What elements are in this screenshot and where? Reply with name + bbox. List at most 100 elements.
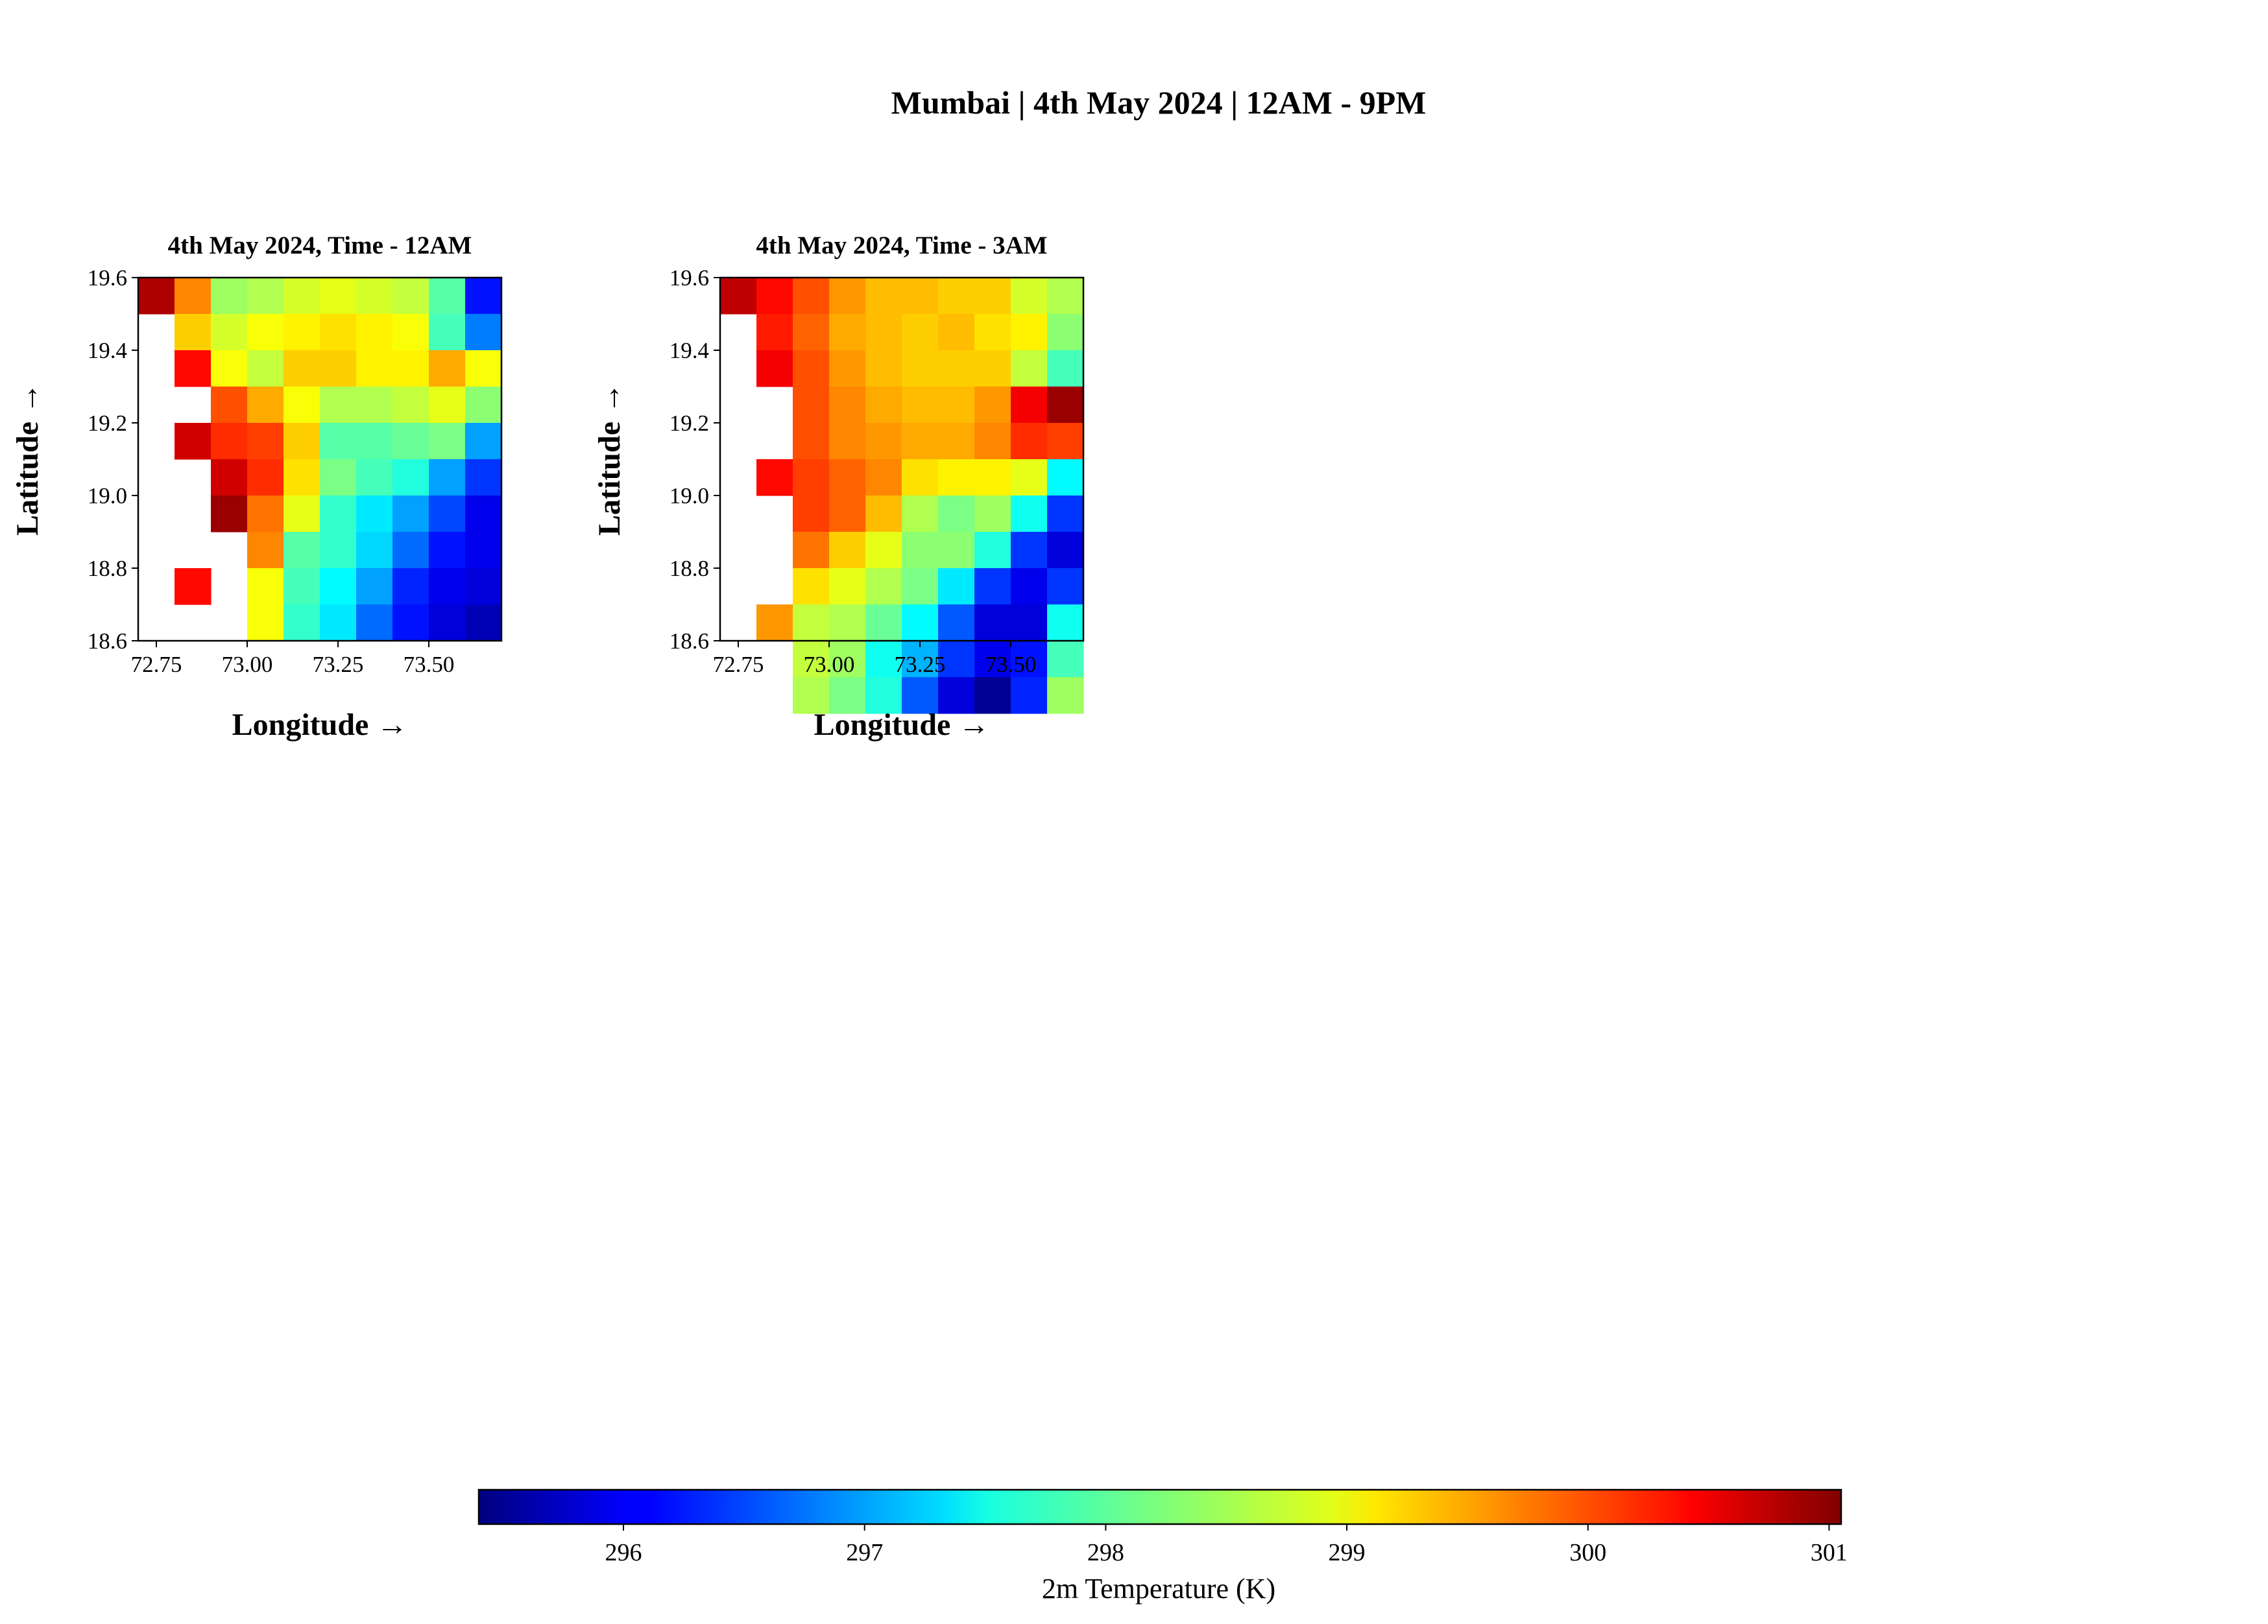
x-tick-label: 73.25 (895, 652, 946, 677)
heatmap-cell (974, 387, 1011, 424)
heatmap-cell (1047, 568, 1084, 605)
heatmap-cell (902, 496, 939, 532)
y-tick-label: 19.6 (670, 265, 709, 291)
heatmap-cell (938, 278, 975, 315)
heatmap-cell (793, 459, 830, 496)
heatmap-cell (974, 677, 1011, 714)
heatmap-cell (465, 350, 502, 387)
heatmap-cell (902, 278, 939, 315)
heatmap-cell (829, 278, 866, 315)
heatmap-cell (793, 350, 830, 387)
heatmap-cell (392, 278, 429, 315)
heatmap-cell (756, 278, 793, 315)
heatmap-cell (793, 604, 830, 641)
panel-title: 4th May 2024, Time - 12AM (168, 232, 472, 259)
heatmap-cell (974, 641, 1011, 678)
y-tick-label: 19.2 (88, 411, 127, 436)
heatmap-cell (211, 387, 248, 424)
heatmap-cell (938, 532, 975, 569)
heatmap-cell (392, 568, 429, 605)
colorbar-tick-label: 296 (605, 1539, 642, 1566)
heatmap-cell (429, 568, 466, 605)
heatmap-cell (1047, 604, 1084, 641)
heatmap-cell (1011, 496, 1048, 532)
heatmap-cell (1011, 604, 1048, 641)
heatmap-cell (793, 568, 830, 605)
heatmap-cell (429, 496, 466, 532)
heatmap-cell (1047, 641, 1084, 678)
heatmap-cell (284, 604, 320, 641)
plot-frame (137, 276, 503, 642)
heatmap-cell (756, 350, 793, 387)
heatmap-cell (1047, 423, 1084, 460)
heatmap-cell (902, 459, 939, 496)
heatmap-cell (974, 278, 1011, 315)
heatmap-cell (247, 314, 284, 351)
heatmap-cell (1047, 677, 1084, 714)
x-tick-label: 73.00 (222, 652, 273, 677)
heatmap-cell (829, 568, 866, 605)
heatmap-cell (829, 604, 866, 641)
y-tick-label: 19.0 (88, 483, 127, 508)
heatmap-cell (320, 350, 357, 387)
heatmap-cell (356, 604, 393, 641)
heatmap-cell (284, 496, 320, 532)
heatmap-cell (865, 314, 902, 351)
heatmap-cell (1047, 350, 1084, 387)
heatmap-cell (1047, 532, 1084, 569)
heatmap-cell (247, 387, 284, 424)
heatmap-cell (829, 641, 866, 678)
heatmap-cell (974, 532, 1011, 569)
heatmap-cell (865, 641, 902, 678)
heatmap-cell (1011, 350, 1048, 387)
heatmap-cell (392, 604, 429, 641)
heatmap-cell (284, 278, 320, 315)
colorbar-tick-label: 301 (1811, 1539, 1848, 1566)
heatmap-cell (902, 423, 939, 460)
y-tick-label: 19.2 (670, 411, 709, 436)
heatmap-cell (320, 496, 357, 532)
heatmap-cell (865, 350, 902, 387)
heatmap-cell (793, 677, 830, 714)
heatmap-cell (902, 568, 939, 605)
heatmap-cell (974, 568, 1011, 605)
heatmap-cell (1011, 459, 1048, 496)
heatmap-cell (1011, 568, 1048, 605)
heatmap-cell (247, 532, 284, 569)
heatmap-cell (829, 314, 866, 351)
heatmap-cell (392, 459, 429, 496)
panel-2: 4th May 2024, Time - 3AM 72.75 73.00 73.25 7… (592, 232, 1085, 742)
heatmap-cell (1011, 532, 1048, 569)
panel-1: 4th May 2024, Time - 12AM 72.75 73.00 73.25… (10, 232, 503, 742)
heatmap-cell (356, 532, 393, 569)
heatmap-cell (756, 459, 793, 496)
heatmap-cell (320, 568, 357, 605)
heatmap-cell (756, 604, 793, 641)
heatmap-cell (902, 532, 939, 569)
heatmap-cell (938, 387, 975, 424)
heatmap-cell (284, 387, 320, 424)
heatmap-cell (392, 350, 429, 387)
heatmap-cell (1011, 314, 1048, 351)
heatmap-cell (392, 314, 429, 351)
heatmap-cell (392, 423, 429, 460)
heatmap-cell (829, 677, 866, 714)
x-tick-label: 72.75 (131, 652, 182, 677)
y-tick-label: 18.8 (670, 556, 709, 581)
heatmap-cell (829, 350, 866, 387)
heatmap-cell (938, 641, 975, 678)
heatmap-cell (211, 314, 248, 351)
heatmap-cell (175, 314, 211, 351)
figure-title: Mumbai | 4th May 2024 | 12AM - 9PM (891, 84, 1427, 121)
heatmap-cell (175, 278, 211, 315)
heatmap-cell (938, 350, 975, 387)
heatmap-cell (465, 604, 502, 641)
x-tick-label: 73.25 (313, 652, 364, 677)
heatmap-cell (320, 459, 357, 496)
heatmap-cell (429, 350, 466, 387)
heatmap-cell (902, 604, 939, 641)
heatmap-cell (974, 350, 1011, 387)
y-tick-label: 19.4 (670, 338, 709, 363)
heatmap-cell (392, 387, 429, 424)
heatmap-cell (938, 677, 975, 714)
